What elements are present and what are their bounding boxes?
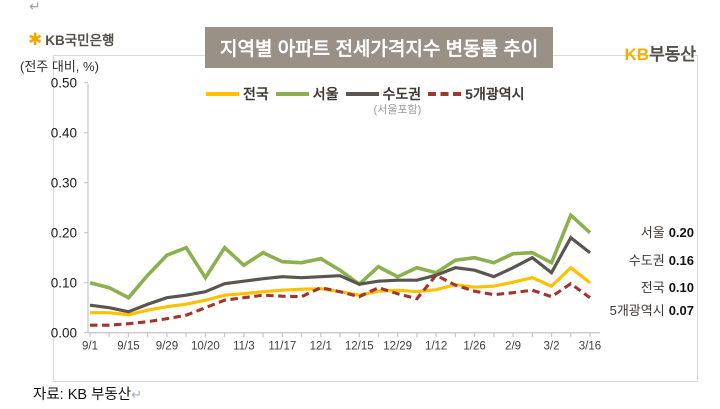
legend-swatch-gwangyeoksi: [428, 92, 462, 96]
kb-bank-logo-text: KB국민은행: [45, 33, 115, 48]
end-label-5개광역시: 5개광역시 0.07: [609, 303, 694, 318]
legend-label-jeonguk: 전국: [243, 86, 269, 102]
return-mark-top: ↵: [29, 0, 41, 14]
legend-item-jeonguk: 전국: [206, 84, 269, 104]
legend: 전국 서울 수도권 (서울포함) 5개광역시: [206, 84, 531, 116]
chart-title: 지역별 아파트 전세가격지수 변동률 추이: [205, 27, 554, 68]
legend-label-seoul: 서울: [312, 86, 339, 102]
brand-kb-text: KB: [624, 45, 650, 64]
end-label-전국: 전국 0.10: [640, 280, 694, 295]
legend-swatch-sudogwon: [345, 92, 379, 96]
brand-suffix-text: 부동산: [649, 45, 696, 64]
legend-item-gwangyeoksi: 5개광역시: [428, 84, 524, 104]
legend-swatch-seoul: [275, 92, 309, 96]
y-axis-unit-label: (전주 대비, %): [20, 59, 99, 74]
end-label-서울: 서울 0.20: [640, 225, 694, 240]
kb-real-estate-brand: KB부동산: [625, 40, 696, 65]
source-caption-text: 자료: KB 부동산: [33, 387, 132, 403]
legend-item-seoul: 서울: [275, 84, 339, 104]
legend-swatch-jeonguk: [206, 92, 239, 96]
end-label-수도권: 수도권 0.16: [628, 253, 694, 268]
legend-item-sudogwon: 수도권 (서울포함): [345, 84, 422, 116]
legend-label-sudogwon: 수도권: [382, 86, 422, 102]
legend-note-seoul-included: (서울포함): [373, 104, 422, 116]
kb-star-icon: ✱: [28, 29, 43, 49]
source-caption: 자료: KB 부동산↵: [33, 383, 142, 404]
legend-label-gwangyeoksi: 5개광역시: [465, 86, 525, 102]
return-mark-bottom: ↵: [131, 387, 143, 402]
kb-bank-logo: ✱ KB국민은행: [28, 29, 114, 49]
